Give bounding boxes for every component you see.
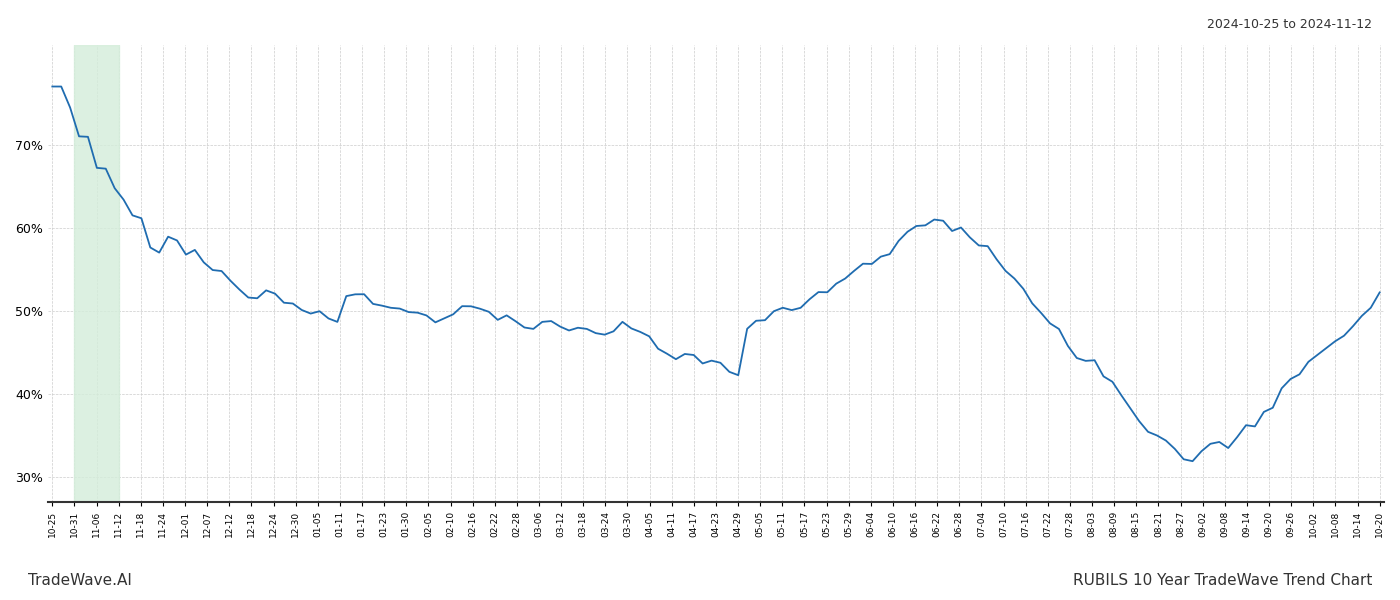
Text: 2024-10-25 to 2024-11-12: 2024-10-25 to 2024-11-12 bbox=[1207, 18, 1372, 31]
Text: RUBILS 10 Year TradeWave Trend Chart: RUBILS 10 Year TradeWave Trend Chart bbox=[1072, 573, 1372, 588]
Bar bbox=[74, 45, 119, 502]
Text: TradeWave.AI: TradeWave.AI bbox=[28, 573, 132, 588]
